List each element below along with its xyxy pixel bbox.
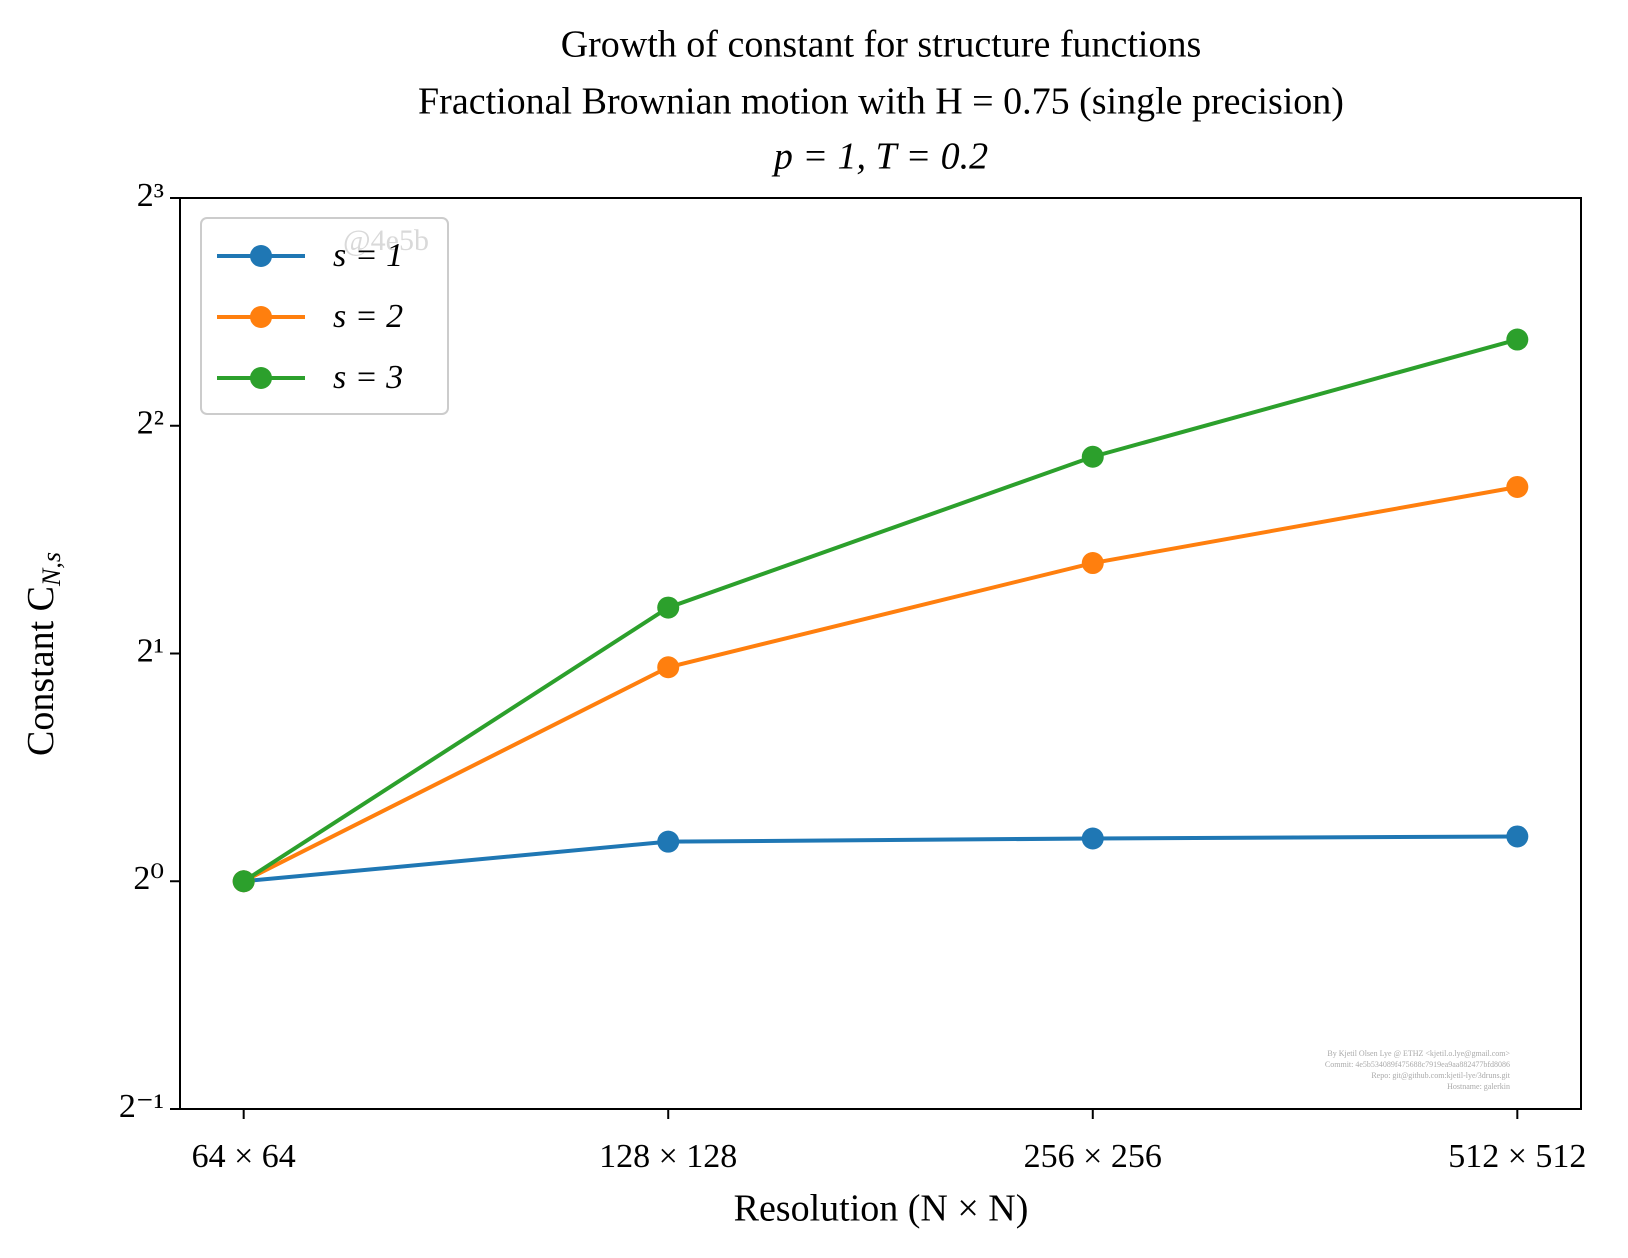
watermark: Repo: git@github.com:kjetil-lye/3druns.g… xyxy=(1371,1071,1510,1080)
data-point xyxy=(1081,827,1104,850)
series-line xyxy=(243,834,1518,884)
chart-title: Growth of constant for structure functio… xyxy=(561,24,1202,66)
legend-box xyxy=(200,217,449,415)
data-point xyxy=(1081,445,1104,468)
data-point xyxy=(1506,328,1529,351)
y-axis-label: Constant CN,s xyxy=(20,552,66,756)
watermark: By Kjetil Olsen Lye @ ETHZ <kjetil.o.lye… xyxy=(1327,1049,1510,1058)
data-point xyxy=(1506,825,1529,848)
watermark: Hostname: galerkin xyxy=(1447,1082,1510,1091)
data-point xyxy=(1506,475,1529,498)
y-axis-label-text: Constant C xyxy=(20,586,62,756)
x-tick-label: 256 × 256 xyxy=(1024,1138,1162,1175)
y-tick-label: 2⁰ xyxy=(133,860,164,897)
x-tick-label: 512 × 512 xyxy=(1448,1138,1586,1175)
legend-marker xyxy=(250,245,272,267)
watermark: Commit: 4e5b534089f475688c7919ea9aa88247… xyxy=(1325,1060,1510,1069)
data-point xyxy=(657,596,680,619)
data-point xyxy=(657,830,680,853)
data-point xyxy=(1081,552,1104,575)
data-point xyxy=(657,656,680,679)
y-tick-label: 2³ xyxy=(137,177,164,214)
x-axis-label: Resolution (N × N) xyxy=(734,1188,1029,1230)
legend-marker xyxy=(250,306,272,328)
y-tick-label: 2⁻¹ xyxy=(119,1088,164,1125)
x-tick-label: 64 × 64 xyxy=(192,1138,296,1175)
data-point xyxy=(232,870,255,893)
y-tick-label: 2¹ xyxy=(137,632,164,669)
series-line xyxy=(242,337,1518,883)
y-axis-label-subscript: N,s xyxy=(37,552,66,587)
x-tick-label: 128 × 128 xyxy=(599,1138,737,1175)
legend-label: s = 2 xyxy=(333,298,403,335)
legend-marker xyxy=(250,367,272,389)
chart-subtitle: p = 1, T = 0.2 xyxy=(771,136,988,178)
y-tick-label: 2² xyxy=(137,405,164,442)
legend-label: s = 1 xyxy=(333,237,403,274)
legend-label: s = 3 xyxy=(333,359,403,396)
series-line xyxy=(242,485,1518,884)
chart-subtitle: Fractional Brownian motion with H = 0.75… xyxy=(418,81,1344,123)
